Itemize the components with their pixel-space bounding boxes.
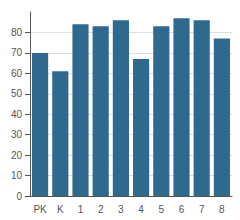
svg-text:80: 80 (11, 27, 23, 38)
svg-text:30: 30 (11, 129, 23, 140)
svg-text:PK: PK (33, 204, 47, 215)
svg-text:3: 3 (118, 204, 124, 215)
svg-text:4: 4 (138, 204, 144, 215)
svg-text:0: 0 (16, 191, 22, 202)
svg-text:60: 60 (11, 68, 23, 79)
svg-text:5: 5 (159, 204, 165, 215)
svg-text:40: 40 (11, 109, 23, 120)
svg-text:20: 20 (11, 150, 23, 161)
svg-text:8: 8 (219, 204, 225, 215)
svg-text:K: K (57, 204, 64, 215)
svg-text:6: 6 (179, 204, 185, 215)
svg-text:10: 10 (11, 170, 23, 181)
svg-text:70: 70 (11, 47, 23, 58)
svg-text:50: 50 (11, 88, 23, 99)
svg-text:7: 7 (199, 204, 205, 215)
svg-text:2: 2 (98, 204, 104, 215)
svg-text:1: 1 (78, 204, 84, 215)
